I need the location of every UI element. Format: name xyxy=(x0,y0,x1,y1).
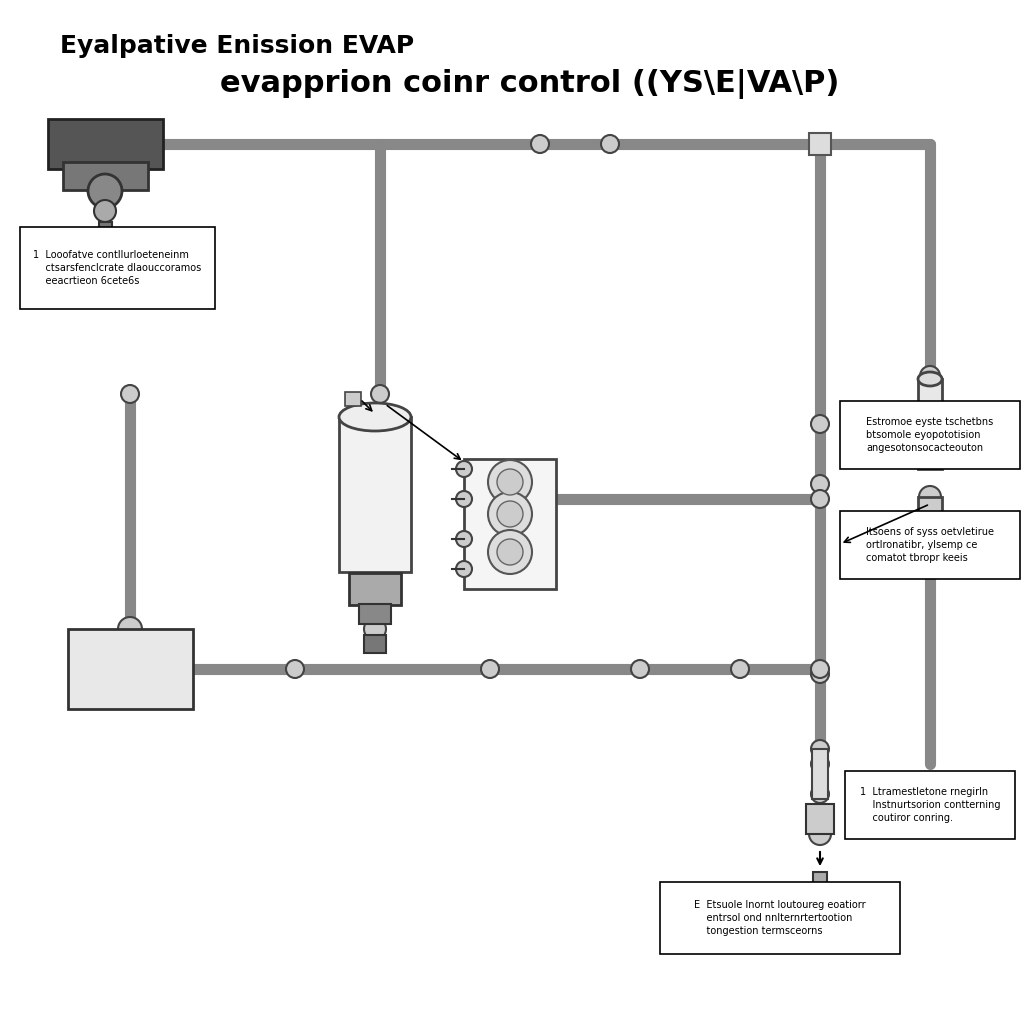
Circle shape xyxy=(488,530,532,574)
Circle shape xyxy=(811,135,829,153)
Circle shape xyxy=(811,475,829,493)
Circle shape xyxy=(488,460,532,504)
Circle shape xyxy=(531,135,549,153)
FancyBboxPatch shape xyxy=(809,133,831,155)
Text: 1  Looofatve contllurloeteneinm
    ctsarsfenclcrate dlaouccoramos
    eeacrtieo: 1 Looofatve contllurloeteneinm ctsarsfen… xyxy=(34,250,202,286)
FancyBboxPatch shape xyxy=(805,891,835,903)
Circle shape xyxy=(811,755,829,773)
Ellipse shape xyxy=(339,403,411,431)
Circle shape xyxy=(371,385,389,403)
Circle shape xyxy=(456,531,472,547)
FancyBboxPatch shape xyxy=(47,119,163,169)
FancyBboxPatch shape xyxy=(660,882,900,954)
Text: evapprion coinr control ((YS\E|VA\P): evapprion coinr control ((YS\E|VA\P) xyxy=(220,69,840,99)
FancyBboxPatch shape xyxy=(918,379,942,469)
Circle shape xyxy=(601,135,618,153)
Text: Eyalpative Enission EVAP: Eyalpative Enission EVAP xyxy=(60,34,414,58)
Text: Estromoe eyste tschetbns
btsomole eyopototision
angesotonsocacteouton: Estromoe eyste tschetbns btsomole eyopot… xyxy=(866,417,993,454)
Circle shape xyxy=(809,823,831,845)
Circle shape xyxy=(286,660,304,678)
Circle shape xyxy=(364,618,386,640)
Circle shape xyxy=(481,660,499,678)
FancyBboxPatch shape xyxy=(840,401,1020,469)
FancyBboxPatch shape xyxy=(464,459,556,589)
Ellipse shape xyxy=(918,372,942,386)
FancyBboxPatch shape xyxy=(359,604,391,624)
FancyBboxPatch shape xyxy=(806,804,834,834)
FancyBboxPatch shape xyxy=(345,392,361,406)
Circle shape xyxy=(731,660,749,678)
FancyBboxPatch shape xyxy=(20,227,215,309)
FancyBboxPatch shape xyxy=(813,872,827,892)
Circle shape xyxy=(811,665,829,683)
Circle shape xyxy=(365,563,385,583)
FancyBboxPatch shape xyxy=(840,511,1020,579)
Circle shape xyxy=(94,200,116,222)
FancyBboxPatch shape xyxy=(339,417,411,571)
Circle shape xyxy=(497,469,523,495)
Circle shape xyxy=(811,740,829,758)
Circle shape xyxy=(811,415,829,433)
Circle shape xyxy=(456,490,472,507)
Circle shape xyxy=(919,486,941,508)
FancyBboxPatch shape xyxy=(62,162,147,190)
FancyBboxPatch shape xyxy=(98,222,112,240)
Circle shape xyxy=(118,617,142,641)
Circle shape xyxy=(811,490,829,508)
Text: E  Etsuole lnornt loutoureg eoatiorr
    entrsol ond nnlternrtertootion
    tong: E Etsuole lnornt loutoureg eoatiorr entr… xyxy=(694,900,866,936)
Circle shape xyxy=(497,539,523,565)
Circle shape xyxy=(456,561,472,577)
Circle shape xyxy=(456,461,472,477)
Circle shape xyxy=(811,660,829,678)
FancyBboxPatch shape xyxy=(812,749,828,799)
FancyBboxPatch shape xyxy=(100,241,110,249)
FancyBboxPatch shape xyxy=(349,573,401,605)
FancyBboxPatch shape xyxy=(918,497,942,531)
FancyBboxPatch shape xyxy=(845,771,1015,839)
FancyBboxPatch shape xyxy=(364,635,386,653)
FancyBboxPatch shape xyxy=(68,629,193,709)
Circle shape xyxy=(121,385,139,403)
Circle shape xyxy=(631,660,649,678)
Circle shape xyxy=(920,366,940,386)
Circle shape xyxy=(811,785,829,803)
Circle shape xyxy=(88,174,122,208)
Circle shape xyxy=(497,501,523,527)
Circle shape xyxy=(488,492,532,536)
Text: 1  Ltramestletone rnegirln
    Instnurtsorion contterning
    coutiror conring.: 1 Ltramestletone rnegirln Instnurtsorion… xyxy=(860,786,1000,823)
Text: Itsoens of syss oetvletirue
ortlronatibr, ylsemp ce
comatot tbropr keeis: Itsoens of syss oetvletirue ortlronatibr… xyxy=(866,526,994,563)
